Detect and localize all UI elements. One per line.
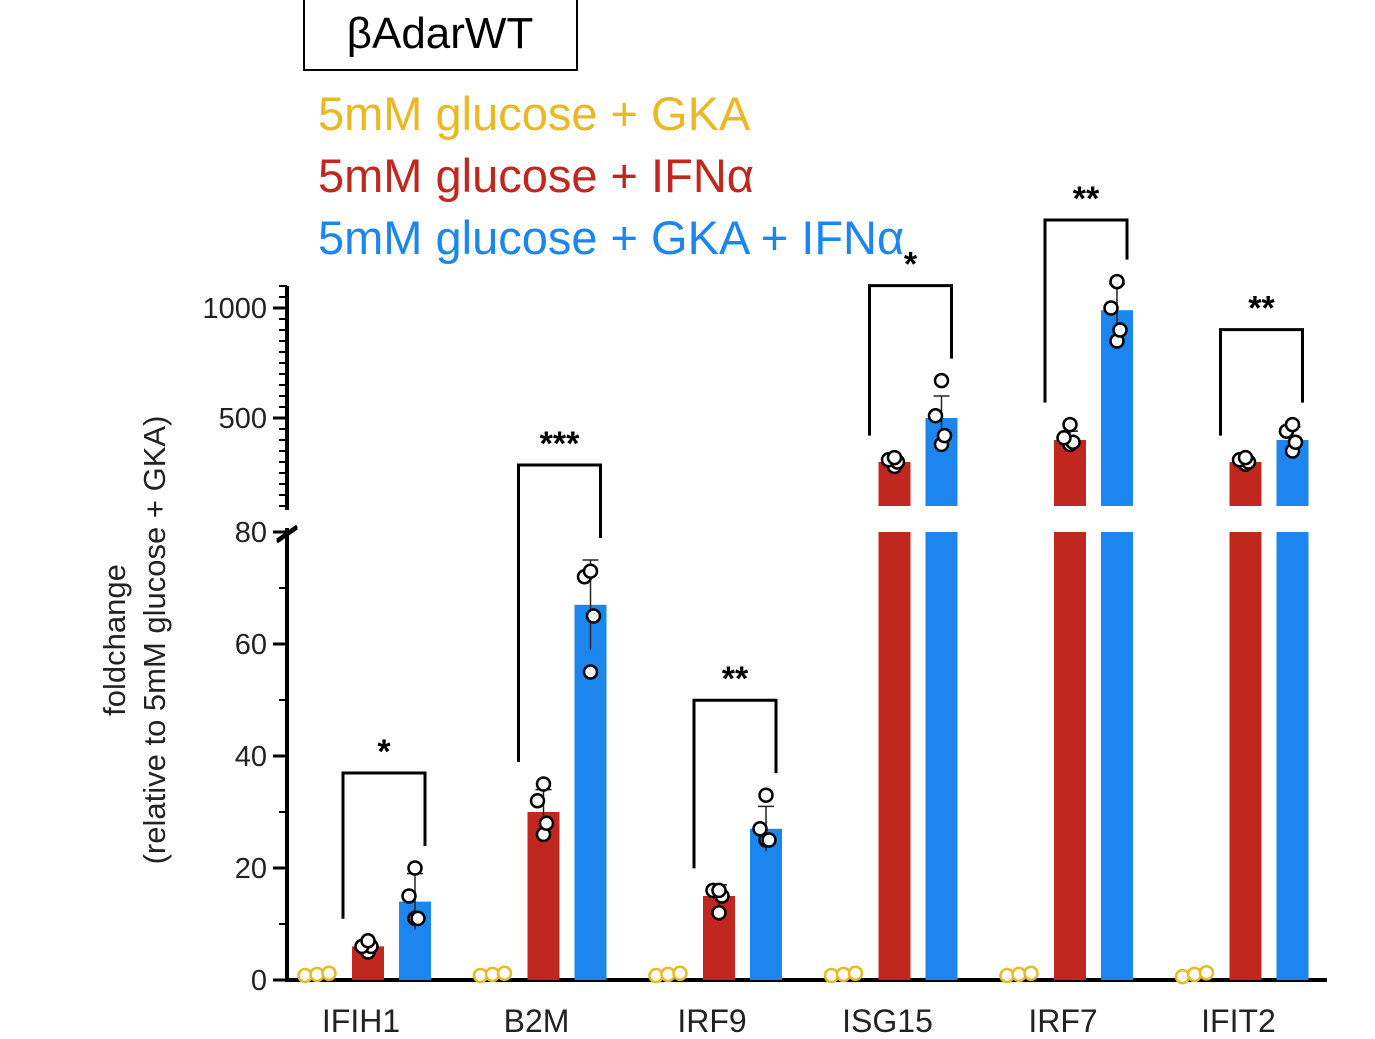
data-point [1062,416,1078,433]
data-point [1103,300,1119,316]
data-point [711,882,727,899]
significance-label: ** [1073,180,1100,218]
bar [750,828,782,980]
data-point [410,910,426,927]
data-point [538,815,555,831]
x-tick-label: IRF9 [677,1003,746,1039]
axis-break-mark [276,526,298,544]
data-point [711,905,727,921]
legend-entry-gka: 5mM glucose + GKA [318,87,751,140]
data-point [529,793,546,809]
bar [878,532,911,980]
bar [1276,532,1309,980]
x-tick-label: IRF7 [1028,1003,1097,1039]
data-point [1237,449,1254,466]
data-point [1284,416,1301,433]
y-tick-label: 40 [235,741,267,773]
data-point [927,408,944,424]
data-point [1174,968,1191,985]
data-point [752,821,768,837]
significance-bracket [1219,328,1304,436]
x-tick-label: ISG15 [842,1003,933,1039]
bar [1054,532,1086,980]
significance-bracket [341,771,427,919]
y-axis-label: foldchange (relative to 5mM glucose + GK… [97,416,172,865]
x-tick-label: B2M [504,1003,570,1039]
plot-area: 0 20 40 60 80 500 1000 IFIH1 B2M IRF9 ISG15 IRF7 IFI… [202,180,1327,1039]
significance-bracket [517,463,602,762]
y-tick-label: 80 [235,517,267,549]
data-point [1056,430,1072,446]
significance-label: ** [722,660,749,698]
data-point [407,860,423,876]
data-point [1023,965,1039,982]
data-point [936,427,953,444]
data-point [360,933,376,949]
data-point [1198,964,1215,981]
data-point [1287,434,1304,450]
y-axis-label-line2: (relative to 5mM glucose + GKA) [137,416,172,865]
significance-bracket [868,284,953,436]
data-point [886,449,903,466]
data-point [672,965,688,982]
significance-label: *** [540,425,580,463]
bar [1229,532,1262,980]
significance-label: * [904,246,918,284]
legend-entry-gka-ifna: 5mM glucose + GKA + IFNα [318,211,904,264]
bar [1101,532,1133,980]
y-tick-label: 60 [235,629,267,661]
data-point [761,832,777,848]
title-box [303,0,578,71]
data-point [933,372,950,389]
significance-label: * [377,733,391,771]
y-tick-label: 0 [251,965,267,997]
y-tick-label: 500 [219,403,267,435]
data-point [496,965,513,982]
legend-entry-ifna: 5mM glucose + IFNα [318,149,754,202]
significance-bracket [1043,218,1129,403]
data-point [535,776,552,792]
data-point [585,608,602,624]
data-point [1112,322,1128,338]
y-tick-label: 1000 [202,293,267,325]
data-point [758,787,774,803]
data-point [401,888,417,904]
bar [925,532,958,980]
significance-bracket [692,698,778,869]
chart-title: βAdarWT [347,9,534,58]
x-tick-label: IFIH1 [322,1003,400,1039]
x-tick-label: IFIT2 [1201,1003,1276,1039]
y-tick-label: 20 [235,853,267,885]
significance-label: ** [1248,290,1275,328]
bar [574,604,607,980]
y-axis-label-line1: foldchange [97,564,132,716]
data-point [1109,273,1125,290]
data-point [847,965,864,982]
data-point [321,965,337,982]
data-point [582,664,599,680]
data-point [582,563,599,579]
